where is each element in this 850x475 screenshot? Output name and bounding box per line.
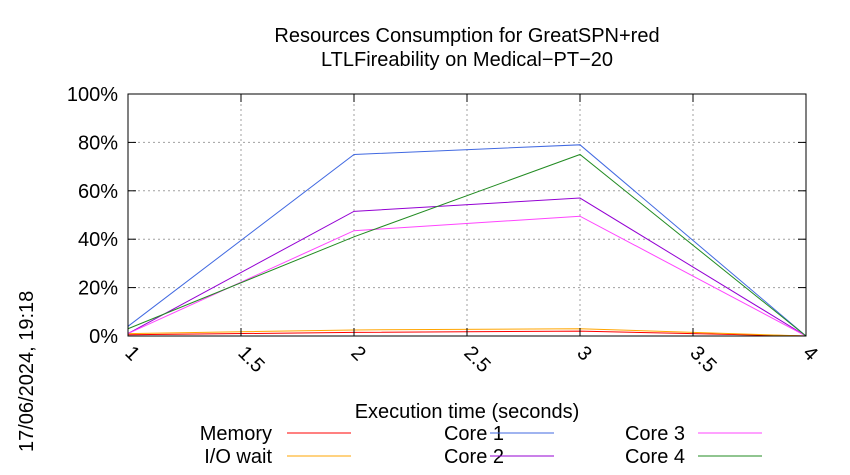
- y-tick-label: 40%: [78, 229, 118, 251]
- x-tick-label: 1: [120, 342, 143, 365]
- x-tick-label: 3: [572, 342, 595, 365]
- series-line-core-4: [127, 153, 807, 337]
- chart-title-line-2: LTLFireability on Medical−PT−20: [321, 49, 613, 71]
- series-line-core-1: [127, 144, 807, 337]
- legend-label-core-2: Core 2: [444, 446, 504, 468]
- axes: [127, 93, 807, 337]
- legend-label-memory: Memory: [200, 423, 272, 445]
- grid-lines: [128, 94, 806, 336]
- legend-label-core-3: Core 3: [625, 423, 685, 445]
- y-tick-label: 0%: [89, 326, 118, 348]
- timestamp: 17/06/2024, 19:18: [16, 291, 38, 452]
- legend-label-core-4: Core 4: [625, 446, 685, 468]
- x-axis-label: Execution time (seconds): [355, 401, 580, 423]
- series-line-core-2: [127, 197, 807, 337]
- y-tick-label: 100%: [67, 84, 118, 106]
- y-tick-label: 60%: [78, 181, 118, 203]
- x-tick-label: 1.5: [233, 342, 268, 377]
- x-tick-label: 4: [798, 342, 821, 365]
- x-tick-label: 2.5: [459, 342, 494, 377]
- x-tick-labels: 1 1.5 2 2.5 3 3.5 4: [120, 342, 821, 377]
- x-tick-label: 2: [346, 342, 369, 365]
- y-tick-label: 80%: [78, 132, 118, 154]
- chart-title-line-1: Resources Consumption for GreatSPN+red: [274, 25, 659, 47]
- series-line-core-3: [127, 215, 807, 337]
- y-tick-label: 20%: [78, 278, 118, 300]
- plot-border: [127, 93, 807, 337]
- x-tick-label: 3.5: [685, 342, 720, 377]
- legend-label-core-1: Core 1: [444, 423, 504, 445]
- y-tick-labels: 0% 20% 40% 60% 80% 100%: [67, 84, 118, 348]
- legend-label-i-o-wait: I/O wait: [204, 446, 272, 468]
